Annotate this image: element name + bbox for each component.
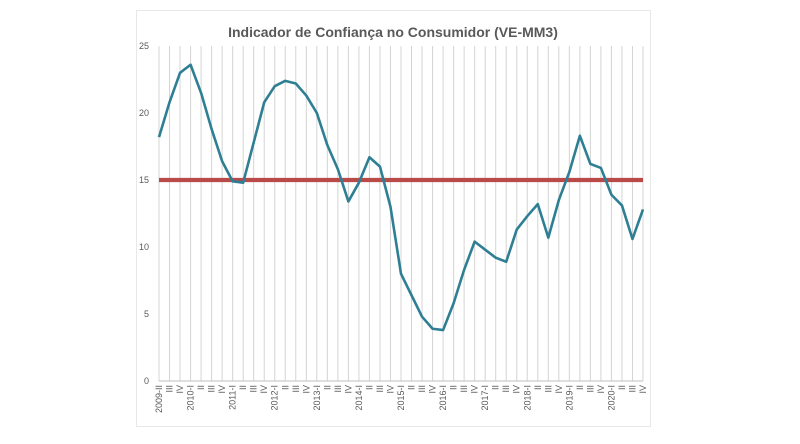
series-lines xyxy=(157,63,645,332)
line-chart: Indicador de Confiança no Consumidor (VE… xyxy=(139,24,648,413)
chart-area: Indicador de Confiança no Consumidor (VE… xyxy=(136,10,651,427)
x-tick-label: II xyxy=(617,385,627,390)
x-tick-label: II xyxy=(238,385,248,390)
series-line-indicator xyxy=(157,63,645,332)
y-axis: 0 5 10 15 20 25 xyxy=(139,41,149,386)
x-tick-label: IV xyxy=(554,385,564,394)
x-tick-label: IV xyxy=(638,385,648,394)
x-tick-label: III xyxy=(501,385,511,393)
x-tick-label: IV xyxy=(596,385,606,394)
x-tick-label: III xyxy=(165,385,175,393)
x-tick-label: III xyxy=(333,385,343,393)
x-tick-label: III xyxy=(249,385,259,393)
x-tick-label: II xyxy=(280,385,290,390)
x-tick-label: III xyxy=(291,385,301,393)
y-tick-label: 15 xyxy=(139,175,149,185)
x-tick-label: 2013-I xyxy=(312,385,322,411)
x-tick-label: 2017-I xyxy=(480,385,490,411)
x-tick-label: 2010-I xyxy=(186,385,196,411)
y-tick-label: 20 xyxy=(139,108,149,118)
x-axis: 2009-II III IV 2010-I II III IV 2011-I II III IV 20… xyxy=(154,385,648,413)
x-tick-label: 2011-I xyxy=(228,385,238,410)
x-tick-label: IV xyxy=(385,385,395,394)
x-tick-label: IV xyxy=(343,385,353,394)
x-tick-label: IV xyxy=(428,385,438,394)
x-tick-label: II xyxy=(575,385,585,390)
x-tick-label: IV xyxy=(175,385,185,394)
x-tick-label: 2012-I xyxy=(270,385,280,411)
x-tick-label: II xyxy=(533,385,543,390)
y-tick-label: 5 xyxy=(144,309,149,319)
y-tick-label: 25 xyxy=(139,41,149,51)
x-tick-label: 2014-I xyxy=(354,385,364,411)
x-tick-label: III xyxy=(207,385,217,393)
x-tick-label: IV xyxy=(512,385,522,394)
x-tick-label: IV xyxy=(301,385,311,394)
x-tick-label: 2009-II xyxy=(154,385,164,413)
x-tick-label: II xyxy=(491,385,501,390)
x-tick-label: II xyxy=(407,385,417,390)
y-tick-label: 10 xyxy=(139,242,149,252)
x-tick-label: III xyxy=(543,385,553,393)
x-tick-label: IV xyxy=(217,385,227,394)
x-tick-label: III xyxy=(585,385,595,393)
x-tick-label: 2015-I xyxy=(396,385,406,411)
x-tick-label: 2019-I xyxy=(564,385,574,411)
x-tick-label: IV xyxy=(259,385,269,394)
x-tick-label: IV xyxy=(470,385,480,394)
chart-title: Indicador de Confiança no Consumidor (VE… xyxy=(228,24,558,40)
x-tick-label: III xyxy=(459,385,469,393)
gridlines xyxy=(158,46,644,382)
x-tick-label: II xyxy=(196,385,206,390)
x-tick-label: III xyxy=(417,385,427,393)
x-tick-label: III xyxy=(375,385,385,393)
x-tick-label: II xyxy=(449,385,459,390)
x-tick-label: II xyxy=(364,385,374,390)
x-tick-label: III xyxy=(627,385,637,393)
x-tick-label: 2016-I xyxy=(438,385,448,411)
y-tick-label: 0 xyxy=(144,376,149,386)
x-tick-label: 2018-I xyxy=(522,385,532,411)
x-tick-label: 2020-I xyxy=(606,385,616,411)
x-tick-label: II xyxy=(322,385,332,390)
